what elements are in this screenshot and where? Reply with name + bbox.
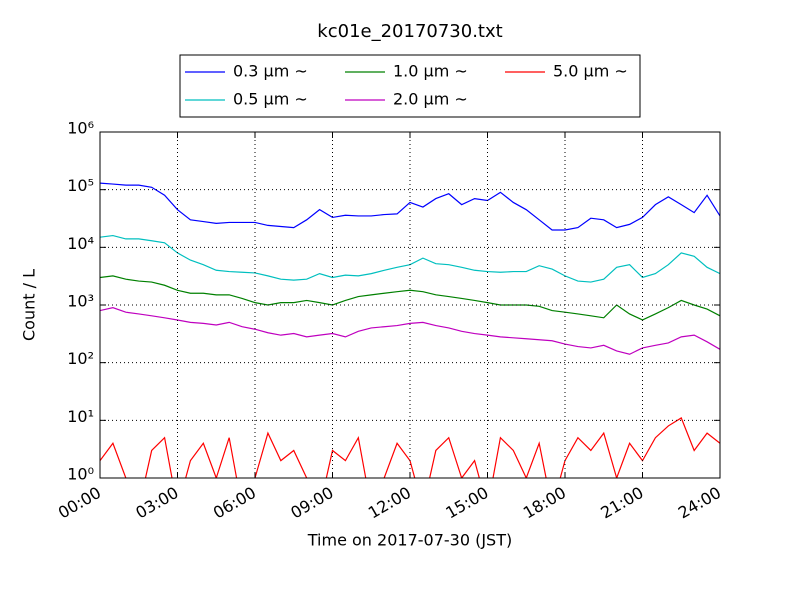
y-axis-label: Count / L bbox=[20, 269, 39, 341]
y-tick-label: 10⁶ bbox=[67, 119, 94, 138]
chart-title: kc01e_20170730.txt bbox=[317, 21, 502, 42]
legend-label: 0.5 μm ~ bbox=[233, 90, 308, 109]
x-axis-label: Time on 2017-07-30 (JST) bbox=[307, 531, 512, 550]
series-line bbox=[100, 307, 720, 355]
legend-label: 5.0 μm ~ bbox=[553, 62, 628, 81]
plot-frame bbox=[99, 131, 721, 479]
legend-label: 2.0 μm ~ bbox=[393, 90, 468, 109]
legend-box bbox=[179, 54, 641, 118]
y-tick-label: 10⁵ bbox=[67, 176, 94, 195]
legend-label: 1.0 μm ~ bbox=[393, 62, 468, 81]
y-tick-label: 10³ bbox=[67, 292, 94, 311]
legend-label: 0.3 μm ~ bbox=[233, 62, 308, 81]
series-line bbox=[100, 182, 720, 231]
y-tick-label: 10¹ bbox=[67, 407, 94, 426]
y-tick-label: 10⁰ bbox=[67, 465, 94, 484]
y-tick-label: 10² bbox=[67, 349, 94, 368]
y-tick-label: 10⁴ bbox=[67, 234, 94, 253]
